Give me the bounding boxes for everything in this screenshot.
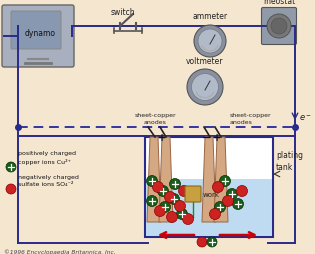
Text: rheostat: rheostat bbox=[263, 0, 295, 6]
Circle shape bbox=[146, 176, 158, 187]
Text: work: work bbox=[203, 191, 220, 197]
Circle shape bbox=[179, 186, 190, 197]
Text: +: + bbox=[158, 133, 166, 142]
Circle shape bbox=[164, 192, 175, 203]
Circle shape bbox=[6, 184, 16, 194]
Circle shape bbox=[197, 237, 207, 247]
Text: sheet-copper
anodes: sheet-copper anodes bbox=[134, 113, 176, 124]
Circle shape bbox=[176, 209, 187, 220]
Circle shape bbox=[159, 202, 170, 213]
Bar bbox=[145, 137, 273, 237]
Circle shape bbox=[232, 199, 243, 210]
Text: plating
tank: plating tank bbox=[276, 151, 303, 171]
Text: dynamo: dynamo bbox=[25, 28, 55, 37]
Circle shape bbox=[167, 212, 177, 223]
Circle shape bbox=[271, 19, 287, 35]
Circle shape bbox=[169, 179, 180, 190]
FancyBboxPatch shape bbox=[2, 6, 74, 68]
Circle shape bbox=[198, 30, 222, 54]
Text: voltmeter: voltmeter bbox=[186, 57, 224, 66]
Circle shape bbox=[226, 189, 238, 200]
Circle shape bbox=[158, 186, 169, 197]
Text: −: − bbox=[202, 133, 212, 142]
Circle shape bbox=[182, 214, 193, 225]
Bar bbox=[146, 179, 272, 236]
Polygon shape bbox=[214, 137, 228, 222]
Circle shape bbox=[222, 196, 233, 207]
Circle shape bbox=[192, 74, 219, 101]
Text: ammeter: ammeter bbox=[192, 12, 227, 21]
Circle shape bbox=[220, 176, 231, 187]
Text: sheet-copper
anodes: sheet-copper anodes bbox=[230, 113, 272, 124]
Polygon shape bbox=[159, 137, 173, 222]
Circle shape bbox=[169, 194, 180, 205]
Text: ©1996 Encyclopaedia Britannica, Inc.: ©1996 Encyclopaedia Britannica, Inc. bbox=[4, 248, 116, 254]
Circle shape bbox=[213, 182, 224, 193]
Text: +: + bbox=[213, 133, 221, 142]
Circle shape bbox=[207, 237, 217, 247]
Circle shape bbox=[237, 186, 248, 197]
Circle shape bbox=[215, 202, 226, 213]
FancyBboxPatch shape bbox=[185, 186, 201, 202]
Circle shape bbox=[152, 182, 163, 193]
Circle shape bbox=[154, 206, 165, 217]
Polygon shape bbox=[202, 137, 216, 222]
Text: positively charged
copper ions Cu²⁺: positively charged copper ions Cu²⁺ bbox=[18, 151, 76, 164]
Circle shape bbox=[146, 196, 158, 207]
Circle shape bbox=[194, 26, 226, 58]
Polygon shape bbox=[147, 137, 161, 222]
Circle shape bbox=[6, 162, 16, 172]
Text: $e^-$: $e^-$ bbox=[299, 113, 312, 122]
Circle shape bbox=[267, 15, 291, 39]
Text: switch: switch bbox=[111, 8, 135, 17]
Circle shape bbox=[209, 209, 220, 220]
Text: negatively charged
sulfate ions SO₄⁻²: negatively charged sulfate ions SO₄⁻² bbox=[18, 174, 79, 186]
FancyBboxPatch shape bbox=[11, 12, 61, 50]
Circle shape bbox=[175, 201, 186, 212]
Circle shape bbox=[187, 70, 223, 106]
FancyBboxPatch shape bbox=[261, 8, 296, 45]
